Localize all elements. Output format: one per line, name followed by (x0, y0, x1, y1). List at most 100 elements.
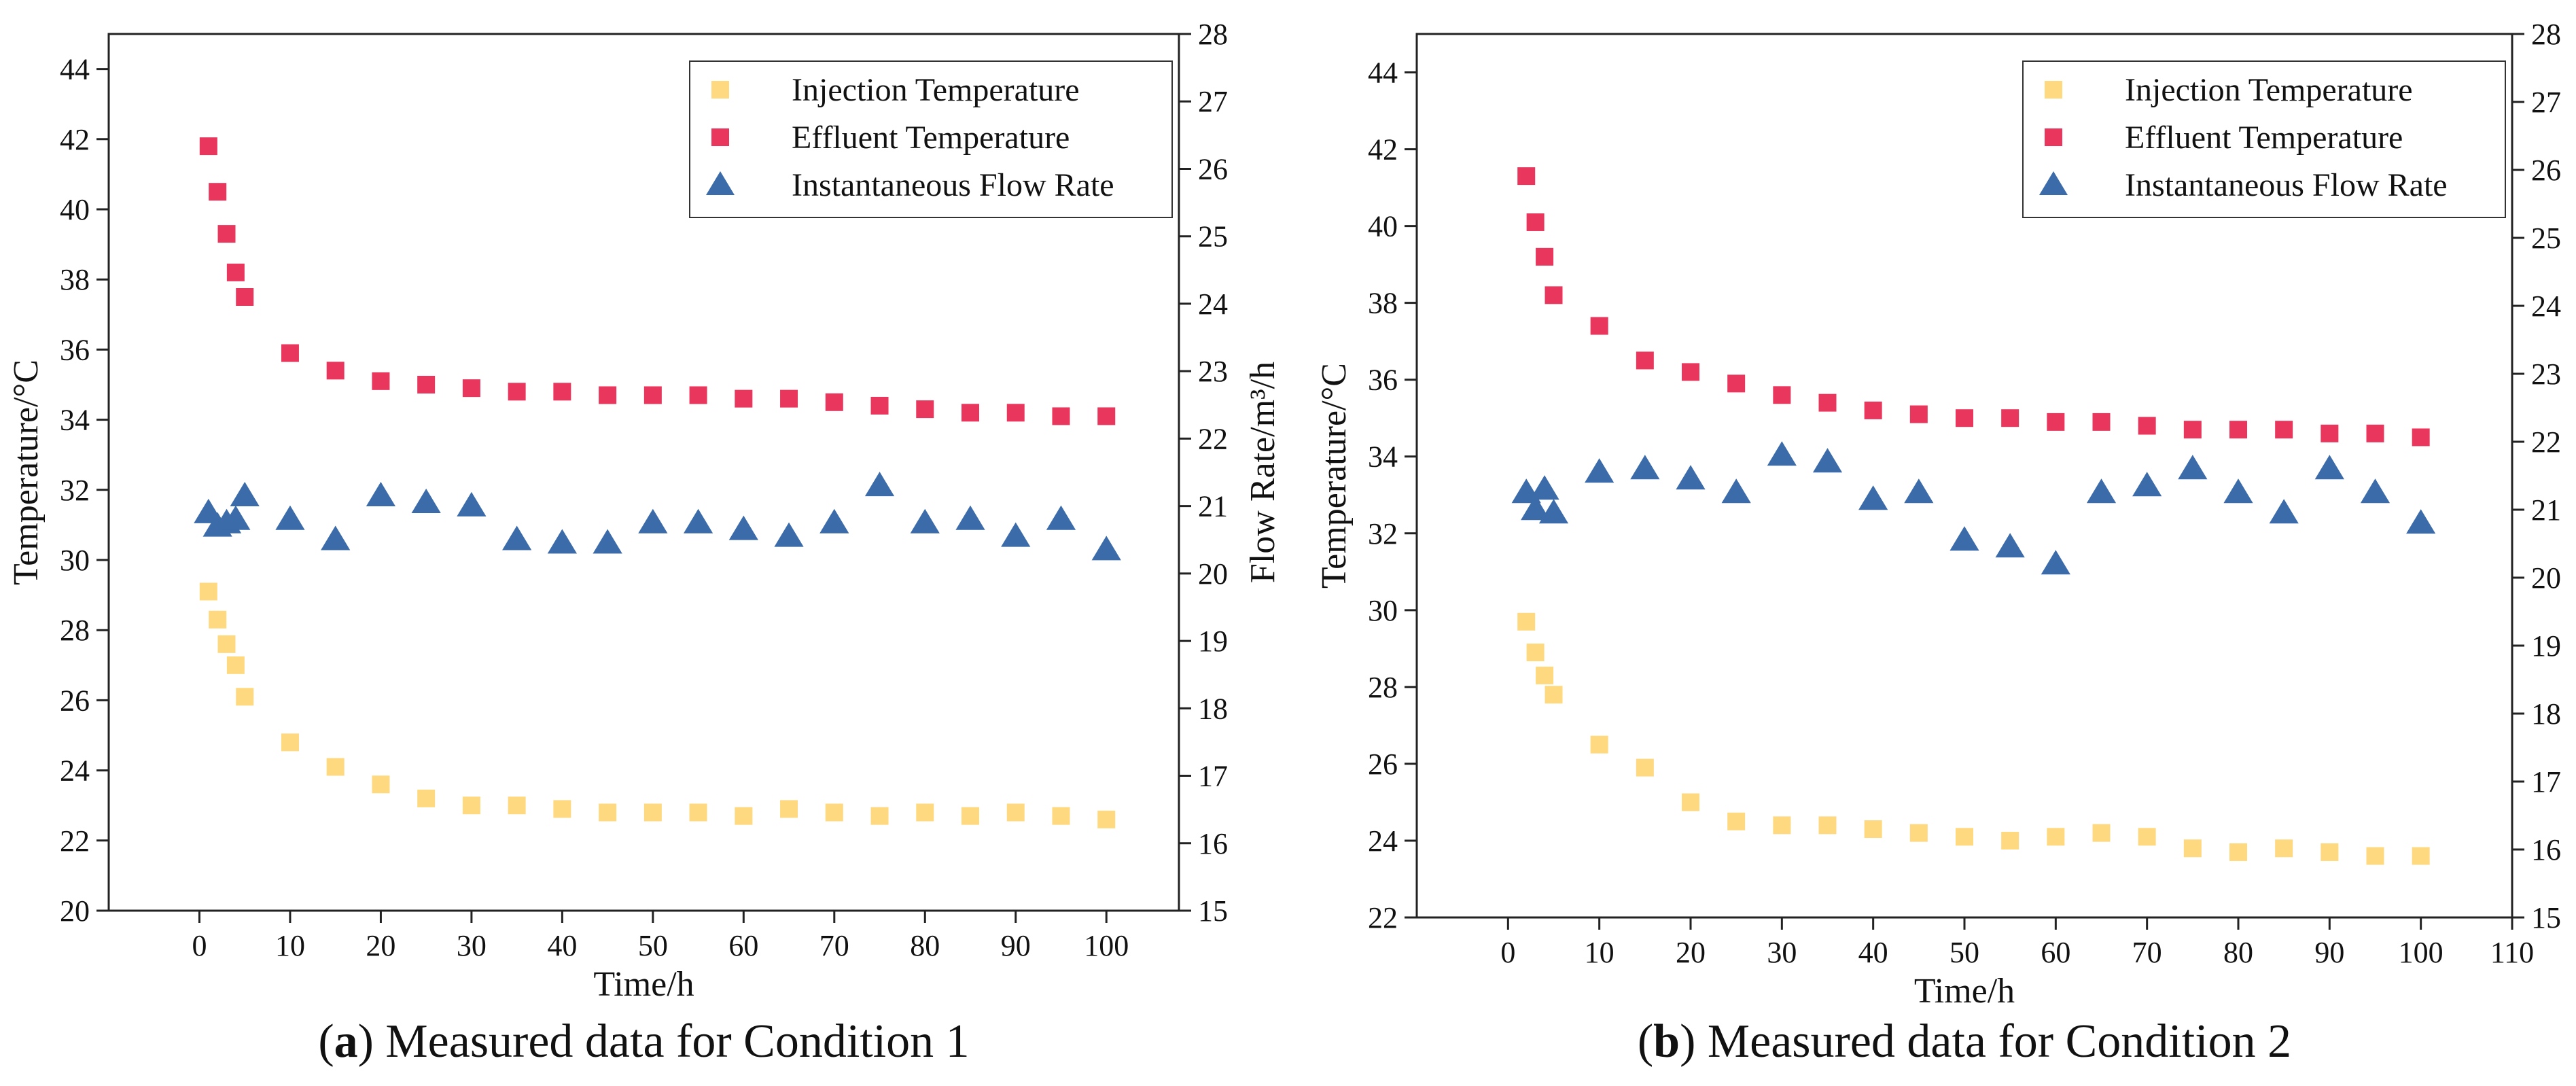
point-injection-temperature (961, 807, 980, 825)
legend-label-instantaneous-flow-rate: Instantaneous Flow Rate (792, 167, 1114, 203)
y-right-tick-label: 28 (2531, 18, 2561, 51)
point-instantaneous-flow-rate (1521, 495, 1551, 521)
point-effluent-temperature (236, 288, 254, 306)
point-effluent-temperature (961, 404, 980, 422)
caption-text: ) Measured data for Condition 2 (1680, 1015, 2291, 1068)
point-effluent-temperature (2366, 424, 2384, 442)
point-injection-temperature (372, 775, 390, 794)
point-instantaneous-flow-rate (2406, 509, 2436, 534)
point-effluent-temperature (199, 137, 217, 156)
y-right-tick-label: 20 (2531, 561, 2561, 595)
x-tick-label: 70 (2132, 936, 2162, 969)
figure-caption-a: (a) Measured data for Condition 1 (318, 1015, 969, 1068)
y-right-tick-label: 27 (1198, 85, 1228, 118)
y-left-tick-label: 40 (60, 193, 90, 226)
point-effluent-temperature (780, 389, 798, 408)
y-left-tick-label: 26 (60, 684, 90, 717)
x-tick-label: 60 (2041, 936, 2070, 969)
point-injection-temperature (1536, 666, 1554, 684)
legend-box (689, 60, 1173, 218)
point-effluent-temperature (372, 372, 390, 390)
y-right-tick-label: 23 (2531, 357, 2561, 391)
point-injection-temperature (199, 582, 217, 601)
y-right-tick-label: 27 (2531, 86, 2561, 119)
chart-a-marks (194, 137, 1121, 828)
y-left-tick-label: 32 (1368, 517, 1398, 550)
x-tick-label: 30 (1767, 936, 1797, 969)
x-tick-label: 90 (1001, 929, 1031, 962)
point-effluent-temperature (1864, 401, 1882, 419)
point-effluent-temperature (2321, 424, 2339, 442)
point-injection-temperature (1526, 644, 1545, 661)
point-injection-temperature (2229, 843, 2247, 861)
point-effluent-temperature (1006, 404, 1025, 422)
legend-marker-injection-temperature (711, 81, 729, 99)
point-injection-temperature (553, 800, 571, 818)
y-left-tick-label: 42 (60, 123, 90, 156)
y-left-tick-label: 44 (1368, 56, 1398, 90)
point-injection-temperature (643, 803, 662, 822)
y-right-tick-label: 19 (1198, 625, 1228, 658)
point-instantaneous-flow-rate (864, 472, 895, 497)
point-injection-temperature (1052, 807, 1070, 825)
point-instantaneous-flow-rate (1585, 458, 1615, 483)
y-left-tick-label: 28 (1368, 671, 1398, 704)
y-left-tick-label: 24 (60, 754, 90, 788)
y-right-tick-label: 20 (1198, 557, 1228, 591)
y-right-tick-label: 22 (1198, 422, 1228, 455)
y-left-tick-label: 20 (60, 894, 90, 928)
point-injection-temperature (217, 635, 236, 653)
y-left-tick-label: 40 (1368, 210, 1398, 243)
y-right-tick-label: 26 (1198, 152, 1228, 186)
y-right-tick-label: 16 (2531, 833, 2561, 866)
point-instantaneous-flow-rate (1858, 485, 1888, 510)
x-tick-label: 80 (910, 929, 940, 962)
chart-b-legend: Injection Temperature Effluent Temperatur… (2022, 60, 2506, 218)
caption-text: ) Measured data for Condition 1 (358, 1015, 970, 1068)
point-instantaneous-flow-rate (2041, 550, 2070, 575)
point-instantaneous-flow-rate (1676, 465, 1706, 490)
y-right-tick-label: 18 (2531, 697, 2561, 731)
point-effluent-temperature (2229, 421, 2247, 439)
point-injection-temperature (1006, 803, 1025, 822)
y-right-tick-label: 21 (2531, 493, 2561, 527)
point-injection-temperature (1682, 793, 1699, 811)
point-effluent-temperature (1909, 405, 1928, 423)
y-left-tick-label: 36 (60, 333, 90, 366)
point-effluent-temperature (226, 263, 245, 281)
point-instantaneous-flow-rate (2360, 478, 2390, 504)
point-instantaneous-flow-rate (275, 505, 305, 530)
point-instantaneous-flow-rate (728, 515, 758, 540)
x-tick-label: 20 (366, 929, 395, 962)
point-injection-temperature (870, 807, 889, 825)
y-right-tick-label: 21 (1198, 490, 1228, 523)
point-instantaneous-flow-rate (819, 508, 849, 533)
point-injection-temperature (462, 796, 480, 815)
point-injection-temperature (236, 688, 254, 706)
y-left-axis-title: Temperature/°C (7, 360, 46, 585)
point-injection-temperature (2183, 839, 2202, 858)
point-effluent-temperature (2183, 421, 2202, 439)
point-effluent-temperature (643, 386, 662, 404)
x-axis-title: Time/h (593, 965, 694, 1004)
y-left-tick-label: 24 (1368, 824, 1398, 858)
legend-marker-instantaneous-flow-rate (2039, 171, 2068, 195)
point-instantaneous-flow-rate (1812, 448, 1843, 473)
point-injection-temperature (1097, 810, 1116, 828)
point-injection-temperature (599, 803, 617, 822)
point-instantaneous-flow-rate (1538, 499, 1569, 524)
y-left-tick-label: 32 (60, 474, 90, 507)
chart-a-ticks: 0 10 20 30 40 50 60 70 80 90 100 20 22 24 26 28 30 32 34 36… (60, 18, 1228, 962)
y-left-tick-label: 26 (1368, 748, 1398, 781)
point-injection-temperature (209, 610, 227, 629)
point-effluent-temperature (599, 386, 617, 404)
y-right-tick-label: 16 (1198, 827, 1228, 860)
point-effluent-temperature (870, 396, 889, 415)
point-injection-temperature (1517, 612, 1536, 631)
point-instantaneous-flow-rate (2132, 472, 2162, 497)
point-instantaneous-flow-rate (2269, 499, 2299, 524)
y-right-tick-label: 15 (2531, 901, 2561, 934)
legend-label-instantaneous-flow-rate: Instantaneous Flow Rate (2125, 167, 2448, 203)
point-effluent-temperature (553, 383, 571, 401)
point-effluent-temperature (2412, 428, 2430, 446)
